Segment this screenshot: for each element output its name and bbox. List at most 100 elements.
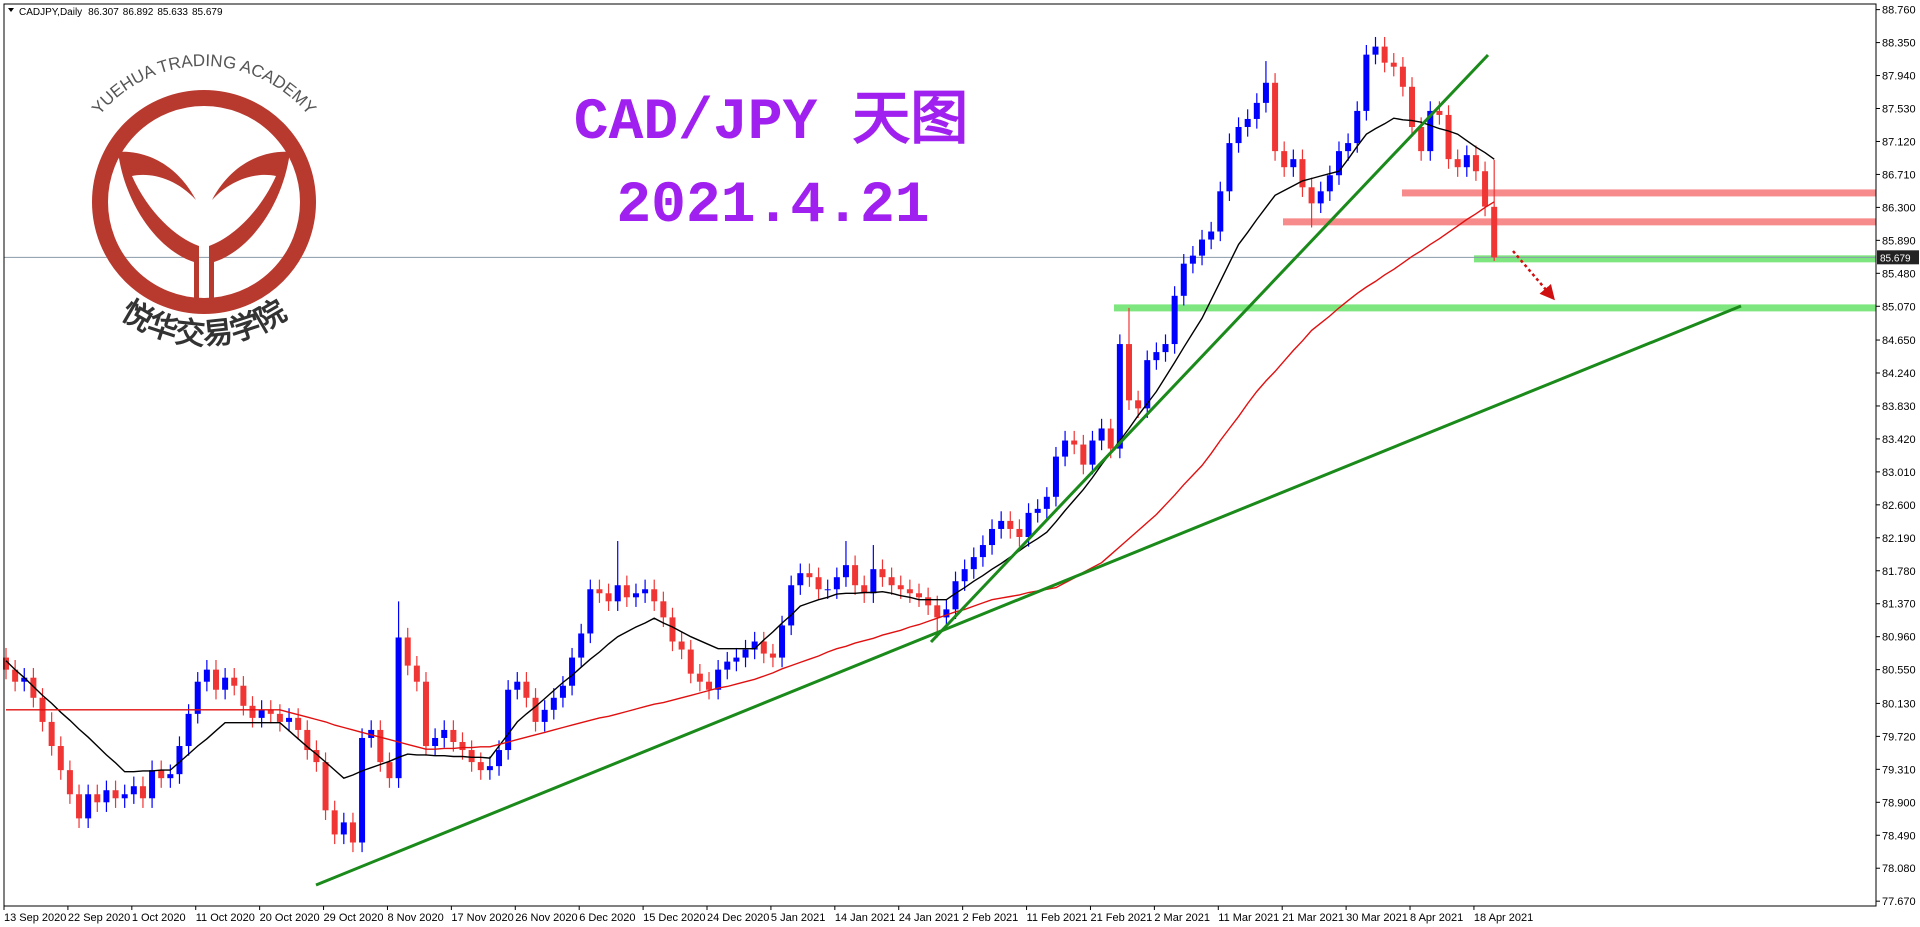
candle-body [359, 737, 366, 843]
candle-body [194, 681, 201, 714]
x-tick-label: 11 Feb 2021 [1027, 912, 1088, 924]
candle-body [112, 790, 119, 799]
trend-line [315, 304, 1742, 887]
candle-body [432, 737, 439, 747]
x-tick-label: 29 Oct 2020 [324, 912, 384, 924]
candle-body [322, 762, 329, 811]
candle-body [1345, 143, 1352, 152]
candle-body [1472, 155, 1479, 172]
x-tick-label: 2 Mar 2021 [1154, 912, 1210, 924]
x-tick-label: 26 Nov 2020 [515, 912, 577, 924]
header: CADJPY,Daily 86.307 86.892 85.633 85.679 [19, 7, 223, 18]
candle-body [1436, 110, 1443, 115]
candle-body [258, 709, 265, 718]
y-tick-label: 87.530 [1882, 104, 1916, 116]
candle-body [1062, 440, 1069, 457]
y-tick-label: 85.070 [1882, 301, 1916, 313]
candle-body [231, 677, 238, 686]
candle-body [368, 729, 375, 738]
candle-body [751, 641, 758, 650]
candle-body [48, 721, 55, 747]
candle-body [678, 641, 685, 650]
candle-body [3, 657, 9, 670]
candle-body [377, 729, 384, 763]
candle-body [532, 697, 539, 722]
candle-body [559, 685, 566, 698]
y-tick-label: 80.130 [1882, 698, 1916, 710]
candle-body [970, 557, 977, 570]
candle-body [212, 669, 219, 690]
x-tick-label: 14 Jan 2021 [835, 912, 896, 924]
candle-body [934, 605, 941, 618]
candle-body [1308, 187, 1315, 204]
x-tick-label: 5 Jan 2021 [771, 912, 825, 924]
candle-body [240, 685, 247, 706]
candle-body [30, 677, 37, 698]
candle-body [267, 709, 274, 714]
candle-body [505, 689, 512, 751]
candle-body [1326, 175, 1333, 192]
candle-body [806, 573, 813, 578]
moving-average [5, 117, 1495, 779]
x-tick-label: 30 Mar 2021 [1346, 912, 1408, 924]
candle-body [1372, 46, 1379, 55]
candle-body [413, 665, 420, 682]
candle-body [1135, 400, 1142, 409]
candle-body [861, 585, 868, 594]
x-tick-label: 17 Nov 2020 [451, 912, 513, 924]
candle-body [349, 822, 356, 843]
y-tick-label: 82.600 [1882, 500, 1916, 512]
candle-body [779, 625, 786, 658]
frame [3, 3, 1877, 907]
candle-body [276, 713, 283, 722]
candle-body [1299, 159, 1306, 188]
candle-body [1089, 440, 1096, 465]
candle-body [203, 669, 210, 682]
candle-body [514, 681, 521, 690]
level-zone [1114, 304, 1876, 312]
y-tick-label: 83.830 [1882, 401, 1916, 413]
level-zone [1283, 218, 1876, 226]
x-tick-label: 6 Dec 2020 [579, 912, 635, 924]
y-tick-label: 88.760 [1882, 5, 1916, 17]
y-tick-label: 83.010 [1882, 467, 1916, 479]
candle-body [943, 609, 950, 618]
candle-body [1199, 239, 1206, 256]
candle-body [842, 565, 849, 578]
y-tick-label: 81.780 [1882, 566, 1916, 578]
candle-body [1363, 54, 1370, 111]
candle-body [623, 585, 630, 598]
candle-body [888, 577, 895, 586]
x-tick-label: 1 Oct 2020 [132, 912, 186, 924]
candle-body [1034, 508, 1041, 513]
x-tick-label: 8 Nov 2020 [387, 912, 443, 924]
candle-body [1025, 512, 1032, 537]
candle-body [852, 565, 859, 586]
symbol: CADJPY,Daily [19, 7, 82, 18]
candle-body [85, 794, 92, 819]
candle-body [578, 633, 585, 658]
y-tick-label: 84.240 [1882, 368, 1916, 380]
candle-body [404, 637, 411, 666]
logo-mark [118, 151, 290, 300]
candle-body [696, 673, 703, 682]
candle-body [1317, 191, 1324, 204]
candle-body [57, 746, 64, 771]
chart-subtitle: 2021.4.21 [616, 174, 929, 239]
candle-body [158, 770, 165, 779]
candle-body [1153, 352, 1160, 361]
candle-body [961, 569, 968, 582]
y-tick-label: 78.900 [1882, 797, 1916, 809]
x-tick-label: 2 Feb 2021 [963, 912, 1019, 924]
low: 85.633 [157, 7, 188, 18]
candle-body [706, 681, 713, 690]
candle-body [459, 742, 466, 751]
candle-body [422, 681, 429, 747]
candle-body [340, 822, 347, 835]
logo-ring [92, 90, 316, 314]
candle-body [1007, 520, 1014, 529]
candle-body [12, 669, 19, 682]
candle-body [1071, 440, 1078, 445]
candle-body [614, 585, 621, 602]
